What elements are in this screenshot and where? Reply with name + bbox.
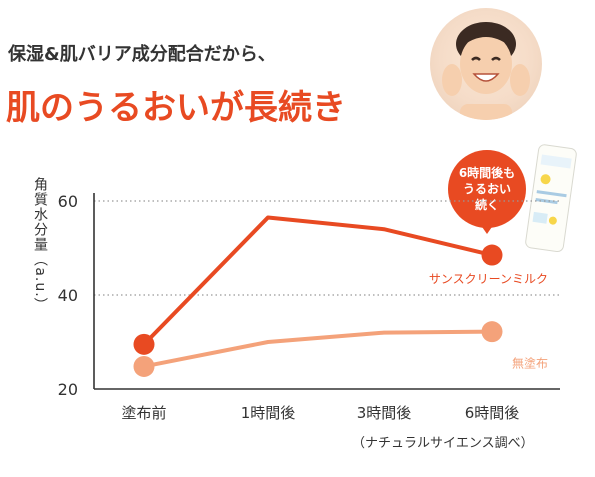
x-tick-label: 1時間後 [241, 404, 296, 422]
callout-line: 6時間後も [458, 165, 516, 180]
callout-bubble: 6時間後も うるおい 続く [448, 150, 526, 228]
source-note: （ナチュラルサイエンス調べ） [352, 436, 534, 451]
y-tick-label: 20 [58, 380, 78, 399]
callout-line: 続く [474, 198, 499, 213]
x-tick-label: 6時間後 [465, 404, 520, 422]
series-line [142, 215, 494, 347]
x-tick-label: 塗布前 [121, 404, 166, 422]
y-axis-label: 角質水分量（a.u.） [32, 177, 48, 313]
headline: 肌のうるおいが長続き [6, 88, 346, 128]
series-point [481, 244, 503, 266]
series-point [133, 355, 155, 377]
y-tick-label: 60 [58, 192, 78, 211]
child-illustration [442, 22, 530, 120]
product-tube-image [525, 144, 577, 253]
axis-layer [93, 193, 560, 390]
callout-line: うるおい [462, 181, 511, 196]
series-layer [133, 215, 503, 377]
series-point [133, 333, 155, 355]
label-layer: 20 40 60 塗布前 1時間後 3時間後 6時間後 無塗布 サンスクリーンミルク [58, 192, 548, 422]
callout-tail [480, 224, 494, 234]
y-tick-label: 40 [58, 286, 78, 305]
child-photo [430, 8, 542, 120]
series-point [481, 321, 503, 343]
series-label: サンスクリーンミルク [429, 272, 548, 286]
series-line [142, 329, 494, 369]
series-label: 無塗布 [512, 356, 548, 371]
subtitle: 保湿&肌バリア成分配合だから、 [8, 44, 276, 65]
grid-layer [94, 200, 560, 296]
x-tick-label: 3時間後 [357, 404, 412, 422]
